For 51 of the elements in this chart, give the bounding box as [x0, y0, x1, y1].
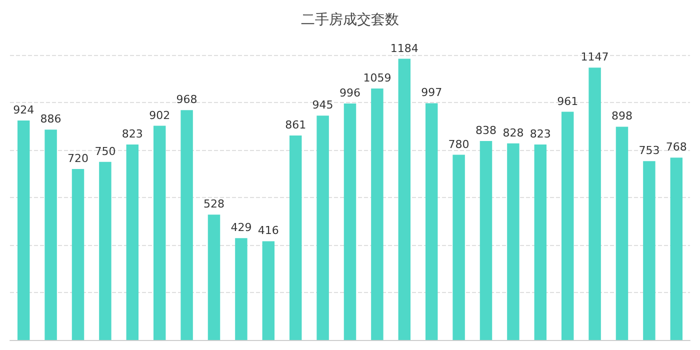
bar — [371, 88, 384, 340]
data-label: 528 — [204, 198, 224, 211]
bar — [208, 214, 220, 340]
bar — [480, 140, 492, 340]
bar — [561, 112, 574, 340]
bar — [425, 103, 438, 340]
data-label: 996 — [340, 86, 360, 100]
data-label: 961 — [557, 94, 578, 108]
data-label: 416 — [258, 224, 279, 238]
data-label: 720 — [68, 152, 88, 165]
data-label: 968 — [176, 93, 198, 106]
data-label: 1184 — [390, 42, 418, 55]
data-label: 886 — [40, 112, 62, 126]
data-label: 924 — [13, 104, 34, 117]
data-label: 828 — [502, 126, 524, 140]
bar — [17, 120, 30, 340]
data-label: 1147 — [580, 50, 609, 64]
data-label: 838 — [476, 124, 496, 137]
bar — [44, 130, 57, 340]
data-label: 902 — [149, 108, 170, 122]
bar — [534, 144, 547, 340]
bar — [235, 238, 248, 340]
bar — [616, 126, 628, 340]
bar — [344, 103, 356, 340]
bar — [180, 110, 193, 340]
bar — [99, 162, 112, 340]
data-label: 997 — [421, 86, 442, 100]
bar — [126, 144, 139, 340]
bar — [670, 158, 683, 340]
bar — [153, 126, 166, 340]
data-label: 1059 — [363, 71, 392, 84]
data-label: 898 — [612, 110, 632, 123]
data-label: 780 — [448, 138, 470, 151]
data-label: 861 — [285, 118, 306, 132]
bar — [507, 143, 520, 340]
chart-title: 二手房成交套数 — [301, 12, 399, 28]
bar — [452, 154, 465, 340]
bar — [289, 136, 302, 340]
data-label: 768 — [666, 140, 687, 154]
data-label: 750 — [94, 144, 116, 158]
bar — [643, 161, 656, 340]
data-label: 823 — [530, 128, 551, 141]
data-label: 429 — [230, 221, 252, 234]
bar — [588, 68, 601, 340]
data-label: 945 — [312, 98, 334, 112]
bar — [262, 241, 275, 340]
bar — [316, 116, 329, 340]
bar — [398, 58, 411, 340]
bar — [72, 169, 84, 340]
data-label: 753 — [638, 144, 660, 158]
data-label: 823 — [122, 128, 143, 141]
